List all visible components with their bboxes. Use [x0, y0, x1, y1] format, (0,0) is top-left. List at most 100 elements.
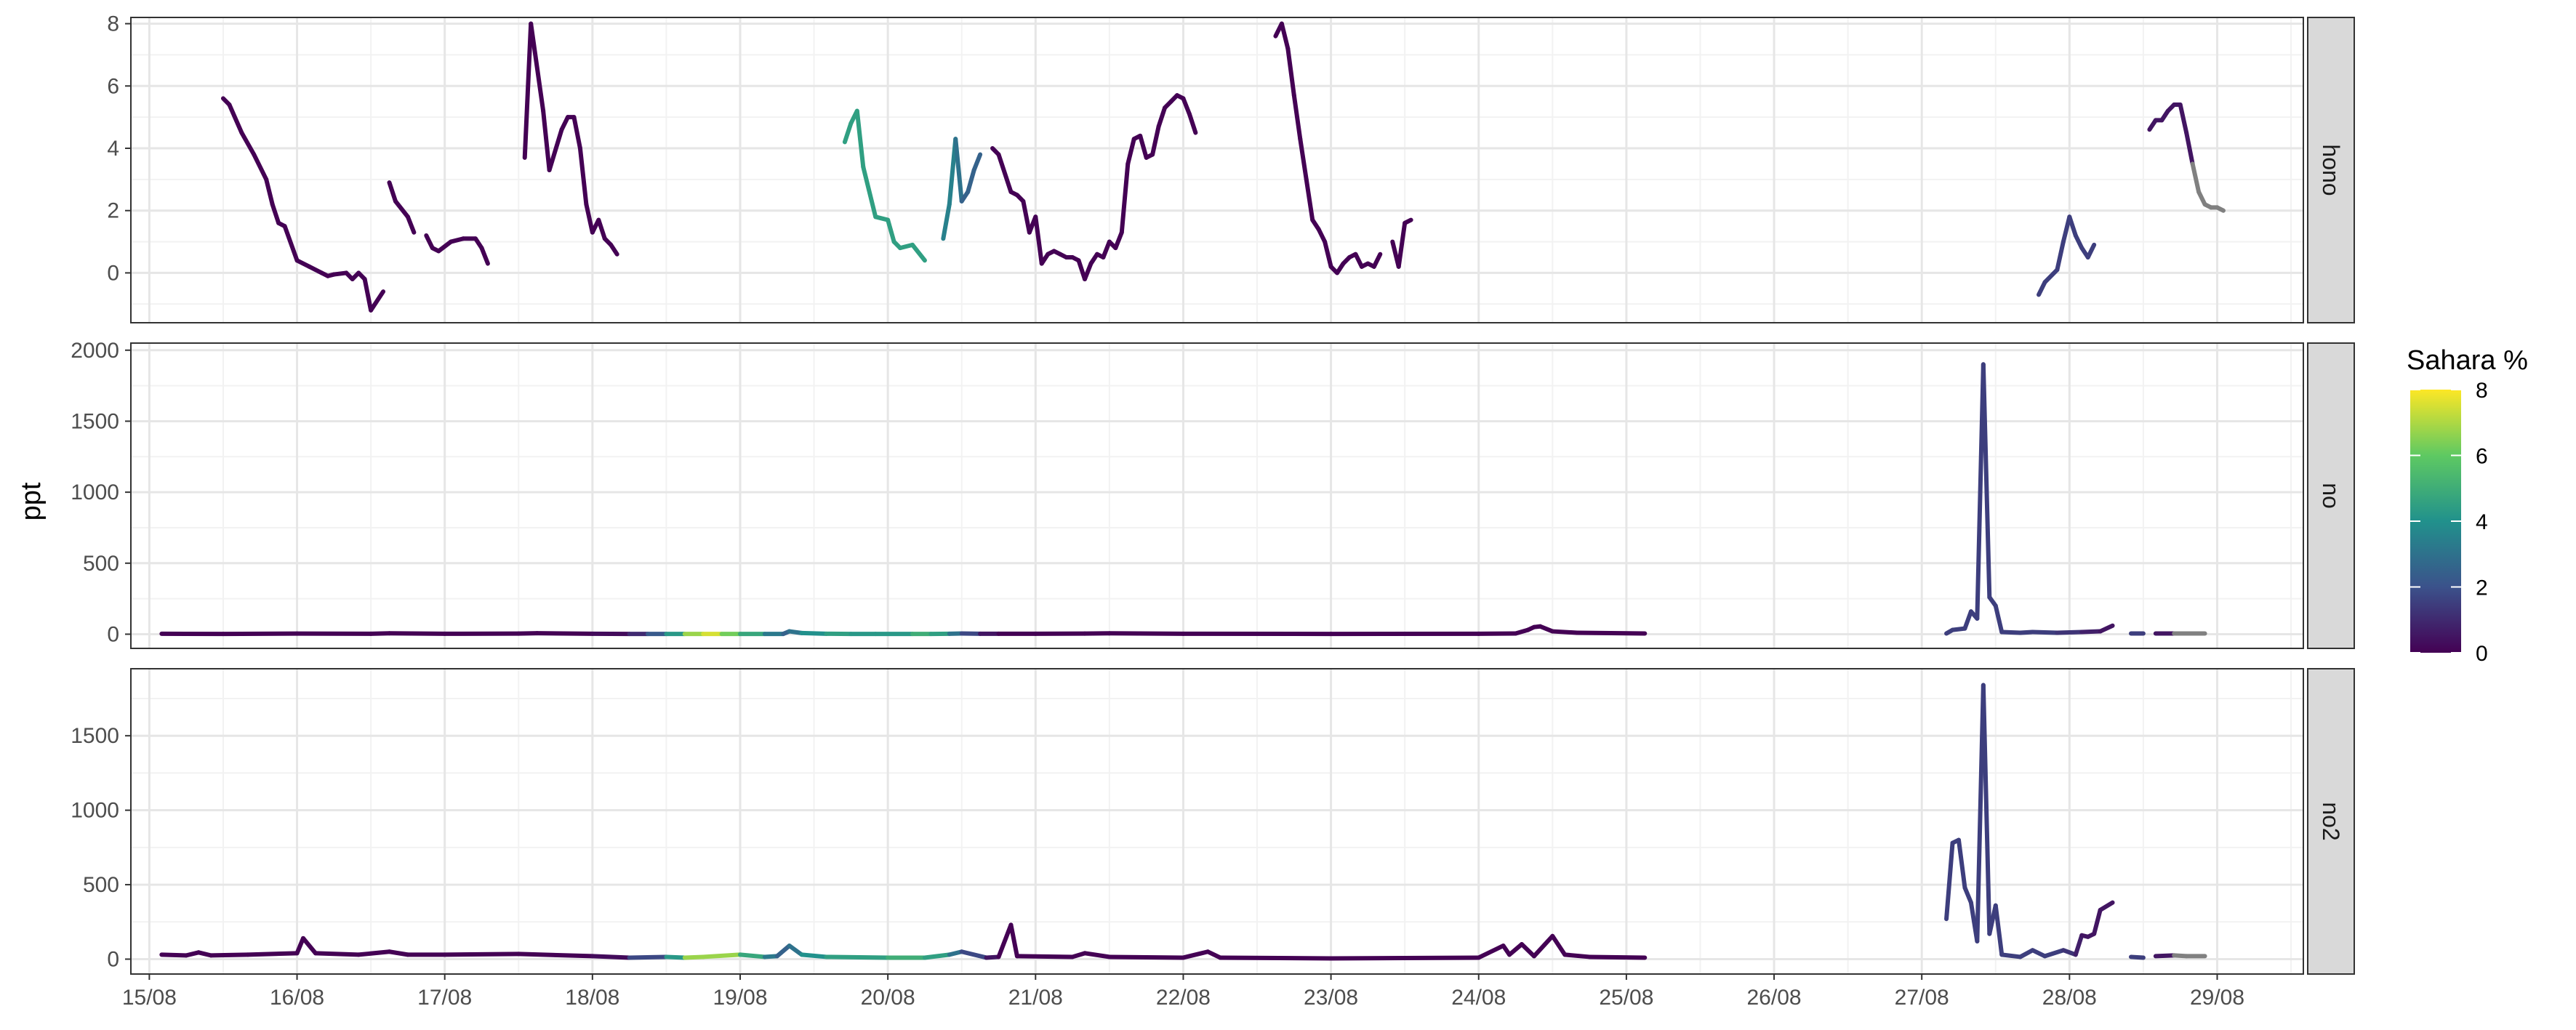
- series-line-hono: [522, 21, 534, 160]
- series-line-hono: [1396, 220, 1408, 269]
- y-tick-label: 1000: [71, 480, 119, 504]
- y-tick-label: 8: [107, 12, 119, 36]
- series-line-hono: [1304, 177, 1315, 222]
- series-line-hono: [1033, 214, 1044, 266]
- series-line-hono: [1323, 239, 1333, 269]
- series-line-no: [2098, 623, 2115, 634]
- x-tick-label: 18/08: [565, 986, 619, 1010]
- series-line-hono: [1138, 133, 1149, 160]
- series-line-hono: [2196, 190, 2207, 207]
- series-line-hono: [393, 198, 410, 220]
- x-tick-label: 27/08: [1895, 986, 1949, 1010]
- series-line-hono: [2085, 242, 2097, 259]
- legend-title: Sahara %: [2407, 345, 2528, 376]
- series-line-no2: [1550, 933, 1568, 957]
- panel-border: [130, 17, 2304, 323]
- colorbar-tick-label: 8: [2476, 379, 2488, 403]
- facet-strip-label: no: [2318, 483, 2344, 509]
- series-line-hono: [571, 115, 582, 150]
- series-line-no2: [1999, 952, 2023, 959]
- series-line-no2: [737, 952, 767, 959]
- series-line-no: [534, 631, 595, 636]
- series-line-no2: [996, 922, 1014, 959]
- series-line-hono: [861, 164, 878, 220]
- panel-no2: 0 500 1000 1500 no2: [71, 668, 2355, 975]
- series-line-no2: [1962, 885, 1973, 905]
- series-line-no2: [1328, 955, 1481, 961]
- x-tick-label: 21/08: [1008, 986, 1063, 1010]
- facet-strip-label: hono: [2318, 144, 2344, 196]
- series-line-no: [1538, 624, 1555, 634]
- series-line-no2: [209, 952, 250, 958]
- series-line-hono: [609, 242, 619, 257]
- x-tick-label: 17/08: [417, 986, 472, 1010]
- series-line-no2: [1205, 949, 1223, 960]
- y-tick-label: 0: [107, 948, 119, 972]
- series-line-hono: [1181, 96, 1192, 116]
- series-line-hono: [1156, 105, 1168, 129]
- series-line-no2: [1476, 944, 1506, 960]
- series-line-no2: [1562, 952, 1592, 959]
- panel-no: 0 500 1000 1500 2000 no: [71, 339, 2355, 649]
- series-line-no2: [1083, 951, 1112, 959]
- facet-strip-label: no2: [2318, 802, 2344, 840]
- series-line-no2: [787, 944, 804, 957]
- series-line-no2: [159, 952, 189, 958]
- x-tick-label: 29/08: [2190, 986, 2244, 1010]
- series-line-no2: [2018, 948, 2035, 959]
- series-line-no: [1999, 629, 2023, 635]
- series-line-hono: [405, 214, 417, 235]
- series-line-hono: [941, 202, 952, 241]
- series-line-hono: [1187, 111, 1198, 135]
- series-line-hono: [547, 127, 564, 172]
- y-tick-label: 1000: [71, 799, 119, 823]
- y-tick-label: 500: [83, 873, 119, 897]
- x-tick-label: 24/08: [1451, 986, 1506, 1010]
- series-line-no2: [2042, 948, 2066, 959]
- series-line-hono: [362, 277, 374, 313]
- y-tick-label: 6: [107, 74, 119, 98]
- x-tick-label: 22/08: [1156, 986, 1211, 1010]
- series-line-no2: [313, 951, 361, 957]
- series-line-hono: [1150, 124, 1161, 157]
- series-line-hono: [2055, 239, 2066, 273]
- series-line-hono: [541, 108, 552, 172]
- y-tick-label: 1500: [71, 724, 119, 748]
- series-line-no: [1993, 603, 2005, 635]
- series-line-hono: [1316, 227, 1328, 244]
- series-line-hono: [559, 115, 570, 132]
- series-line-hono: [2061, 214, 2072, 244]
- series-line-hono: [2215, 205, 2226, 213]
- series-line-no: [799, 630, 829, 636]
- series-line-no2: [1993, 903, 2005, 957]
- series-line-hono: [1083, 261, 1094, 281]
- colorbar-tick-label: 6: [2476, 445, 2488, 469]
- series-line-hono: [1291, 93, 1303, 142]
- y-tick-label: 2000: [71, 339, 119, 363]
- series-line-no2: [516, 951, 595, 959]
- series-line-hono: [436, 239, 454, 254]
- series-line-hono: [1021, 198, 1032, 235]
- x-axis: 15/08 16/08 17/08 18/08 19/08 20/08 21/08 22/08…: [122, 974, 2244, 1010]
- series-line-hono: [2073, 233, 2085, 251]
- series-line-hono: [227, 102, 244, 135]
- panel-background: [131, 343, 2303, 648]
- series-line-hono: [596, 217, 607, 241]
- series-line-no2: [2153, 953, 2177, 959]
- y-axis-title: ppt: [16, 482, 47, 520]
- series-line-hono: [1353, 252, 1364, 269]
- series-line-hono: [966, 168, 976, 194]
- series-line-hono: [2178, 102, 2189, 135]
- series-line-no2: [2092, 907, 2103, 936]
- series-line-hono: [387, 180, 398, 204]
- series-line-no2: [1507, 942, 1524, 957]
- series-line-hono: [1298, 137, 1309, 182]
- series-line-no2: [1014, 954, 1075, 959]
- series-line-hono: [1101, 239, 1112, 259]
- series-line-no2: [301, 936, 318, 956]
- series-line-no: [1550, 629, 1580, 635]
- panel-background: [131, 17, 2303, 323]
- x-tick-label: 25/08: [1599, 986, 1653, 1010]
- series-line-hono: [424, 233, 435, 251]
- y-tick-label: 0: [107, 261, 119, 285]
